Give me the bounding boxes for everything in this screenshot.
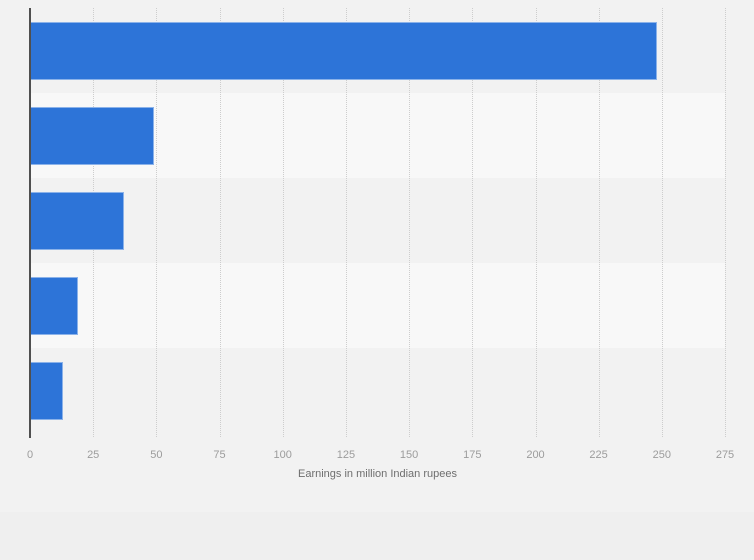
x-tick-label: 250 [652, 449, 671, 461]
bar[interactable] [30, 106, 154, 165]
gridline [661, 8, 663, 437]
gridline [472, 8, 474, 437]
y-axis-line [29, 8, 31, 438]
x-tick-label: 100 [273, 449, 292, 461]
category-row [30, 263, 725, 348]
bar[interactable] [30, 21, 657, 80]
x-tick-label: 125 [336, 449, 356, 461]
gridline [282, 8, 284, 437]
bar[interactable] [30, 191, 124, 250]
bar[interactable] [30, 276, 78, 335]
category-row [30, 348, 725, 433]
gridline [725, 8, 726, 437]
x-tick-label: 0 [26, 449, 34, 461]
gridline [345, 8, 347, 437]
x-tick-label: 200 [526, 449, 545, 461]
x-tick-label: 25 [87, 449, 100, 461]
category-row [30, 8, 725, 93]
gridline [156, 8, 158, 437]
x-tick-label: 150 [399, 449, 419, 461]
bar[interactable] [30, 361, 63, 420]
x-tick-label: 50 [150, 449, 163, 461]
gridline [409, 8, 411, 437]
x-tick-label: 275 [715, 449, 735, 461]
gridline [219, 8, 221, 437]
x-axis-title: Earnings in million Indian rupees [298, 468, 457, 480]
category-row [30, 178, 725, 263]
x-tick-label: 225 [589, 449, 608, 461]
x-tick-label: 75 [213, 449, 226, 461]
gridline [535, 8, 537, 437]
gridline [598, 8, 600, 437]
category-row [30, 93, 725, 178]
x-tick-label: 175 [463, 449, 482, 461]
footer-band [0, 512, 754, 560]
plot-area [30, 8, 726, 437]
